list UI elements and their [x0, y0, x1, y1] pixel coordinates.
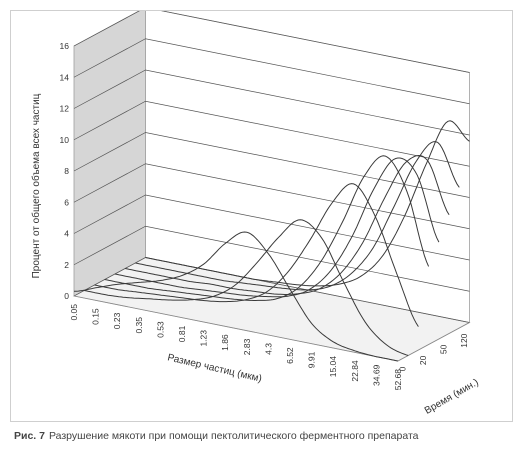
figure-caption: Рис. 7 Разрушение мякоти при помощи пекто…: [14, 430, 514, 442]
x-tick-label: 15.04: [328, 356, 338, 378]
y-tick-label: 6: [64, 197, 69, 207]
x-tick-label: 4.3: [263, 343, 273, 355]
z-tick-label: 120: [459, 333, 469, 347]
series-line: [84, 219, 409, 356]
z-tick-label: 0: [397, 366, 407, 371]
chart-frame: 0 2 4 6 8 10 12 14 16 0.05 0.15 0.23 0.35 0.53 0.81 1.…: [10, 10, 513, 422]
x-tick-label: 6.52: [285, 347, 295, 364]
series-line: [104, 155, 430, 301]
x-tick-label: 0.81: [177, 325, 187, 342]
z-axis-title: Время (мин.): [423, 377, 481, 417]
y-tick-label: 2: [64, 260, 69, 270]
y-tick-label: 12: [60, 104, 70, 114]
x-tick-label: 0.15: [91, 308, 101, 325]
x-tick-label: 22.84: [350, 360, 360, 382]
y-tick-labels: 0 2 4 6 8 10 12 14 16: [60, 41, 70, 301]
x-tick-label: 52.68: [393, 369, 403, 391]
y-tick-label: 4: [64, 229, 69, 239]
z-tick-label: 20: [418, 355, 428, 365]
gridline: [73, 225, 470, 292]
z-tick-label: 50: [438, 344, 448, 354]
x-tick-label: 2.83: [242, 338, 252, 355]
gridline: [73, 100, 470, 167]
side-wall: [73, 11, 146, 297]
x-axis-title: Размер частиц (мкм): [166, 352, 262, 384]
y-tick-label: 0: [64, 291, 69, 301]
series-line: [114, 157, 440, 298]
series-line: [94, 183, 419, 327]
x-tick-label: 0.23: [112, 312, 122, 329]
gridline: [73, 38, 470, 105]
series-curves: [74, 120, 470, 362]
chart-svg: 0 2 4 6 8 10 12 14 16 0.05 0.15 0.23 0.35 0.53 0.81 1.…: [30, 11, 481, 417]
x-tick-label: 0.05: [69, 304, 79, 321]
gridline: [73, 194, 470, 261]
series-line: [74, 231, 399, 362]
x-tick-label: 9.91: [307, 351, 317, 368]
x-axis-line: [73, 295, 399, 362]
gridline: [73, 132, 470, 198]
y-tick-label: 16: [60, 41, 70, 51]
chart-walls: [72, 11, 471, 362]
y-tick-label: 8: [64, 166, 69, 176]
z-axis-line: [397, 322, 470, 362]
series-line: [145, 120, 470, 287]
caption-label: Рис. 7: [14, 430, 45, 442]
gridline: [73, 163, 470, 230]
gridline: [73, 69, 470, 136]
x-tick-label: 1.23: [199, 330, 209, 347]
x-tick-label: 1.86: [220, 334, 230, 351]
y-tick-label: 10: [60, 135, 70, 145]
z-tick-labels: 0 20 50 120: [397, 333, 468, 371]
y-tick-label: 14: [60, 72, 70, 82]
y-axis-title: Процент от общего объема всех частиц: [30, 93, 42, 278]
gridline: [73, 11, 470, 73]
caption-text: Разрушение мякоти при помощи пектолитиче…: [48, 430, 419, 442]
x-tick-label: 0.53: [155, 321, 165, 338]
series-line: [135, 141, 460, 291]
x-tick-label: 0.35: [134, 317, 144, 334]
x-tick-label: 34.69: [371, 364, 381, 386]
x-tick-labels: 0.05 0.15 0.23 0.35 0.53 0.81 1.23 1.86 2.83 4.3 6…: [69, 304, 403, 391]
